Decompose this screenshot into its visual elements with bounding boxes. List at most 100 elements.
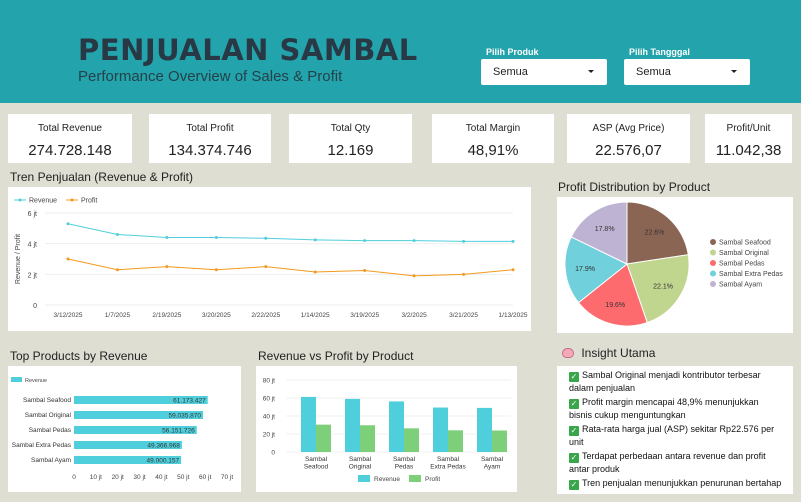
kpi-label: Profit/Unit [726, 123, 771, 134]
caret-down-icon [588, 70, 594, 73]
pie-value-label: 22.6% [645, 230, 665, 237]
product-filter-select[interactable]: Semua [481, 59, 607, 85]
revenue-bar [433, 407, 448, 452]
bar-value-label: 49.366.968 [147, 443, 180, 450]
category-label: Extra Pedas [430, 464, 466, 471]
x-tick-label: 1/14/2025 [301, 312, 330, 319]
x-tick-label: 40 jt [155, 474, 167, 481]
pie-value-label: 19.6% [605, 302, 625, 309]
data-point [412, 274, 416, 278]
revenue-bar [345, 398, 360, 452]
category-label: Sambal Seafood [23, 397, 71, 404]
date-filter-value: Semua [636, 66, 671, 78]
profit-bar [448, 430, 463, 452]
y-tick-label: 60 jt [263, 396, 275, 403]
category-label: Sambal Pedas [29, 427, 72, 434]
insight-panel: ✓ Sambal Original menjadi kontributor ter… [557, 366, 793, 494]
data-point [214, 236, 218, 240]
legend-label: Revenue [29, 198, 57, 205]
revenue-bar [74, 396, 208, 404]
date-filter-label: Pilih Tangggal [629, 47, 690, 57]
kpi-label: Total Qty [330, 123, 371, 134]
check-icon: ✓ [569, 372, 579, 382]
revenue-bar [301, 396, 316, 452]
kpi-label: Total Profit [186, 123, 234, 134]
pie-value-label: 22.1% [653, 283, 673, 290]
insight-title: Insight Utama [581, 346, 656, 360]
kpi-value: 22.576,07 [595, 142, 662, 159]
bar-value-label: 49.000.157 [147, 458, 180, 465]
y-tick-label: 6 jt [28, 211, 37, 218]
data-point [462, 272, 466, 276]
check-icon: ✓ [569, 399, 579, 409]
kpi-value: 134.374.746 [168, 142, 252, 159]
check-icon: ✓ [569, 426, 579, 436]
category-label: Sambal Extra Pedas [12, 442, 72, 449]
category-label: Seafood [304, 464, 329, 471]
category-label: Sambal Ayam [31, 457, 71, 464]
top-products-title: Top Products by Revenue [10, 349, 148, 363]
data-point [363, 239, 367, 243]
top-products-bar-chart: 0 10 jt 20 jt 30 jt 40 jt 50 jt 60 jt 70 jt Reve… [11, 377, 233, 481]
revenue-vs-profit-title: Revenue vs Profit by Product [258, 349, 414, 363]
revenue-bar [74, 456, 182, 464]
y-tick-label: 4 jt [28, 242, 37, 249]
data-point [264, 236, 268, 240]
legend-label: Sambal Original [719, 250, 769, 257]
trend-chart-title: Tren Penjualan (Revenue & Profit) [10, 170, 193, 184]
kpi-card-asp: ASP (Avg Price) 22.576,07 [567, 114, 690, 163]
insight-item: ✓ Tren penjualan menunjukkan penurunan be… [569, 478, 782, 490]
x-tick-label: 3/2/2025 [401, 312, 427, 319]
caret-down-icon [731, 70, 737, 73]
y-tick-label: 40 jt [263, 414, 275, 421]
revenue-bar [389, 401, 404, 452]
series-line-profit [67, 258, 514, 277]
category-label: Sambal [349, 456, 372, 463]
x-tick-label: 50 jt [177, 474, 189, 481]
brain-icon [562, 348, 574, 358]
kpi-value: 274.728.148 [28, 142, 112, 159]
legend-label: Revenue [374, 476, 400, 483]
x-tick-label: 3/21/2025 [449, 312, 478, 319]
insight-item: ✓ Rata-rata harga jual (ASP) sekitar Rp22… [569, 424, 775, 447]
page-subtitle: Performance Overview of Sales & Profit [78, 68, 343, 85]
legend-label: Sambal Extra Pedas [719, 271, 783, 278]
header-banner: PENJUALAN SAMBAL Performance Overview of… [0, 0, 801, 103]
legend-label: Sambal Ayam [719, 282, 762, 289]
bar-value-label: 61.173.427 [173, 398, 206, 405]
x-tick-label: 30 jt [133, 474, 145, 481]
legend-label: Profit [425, 476, 440, 483]
legend-marker [18, 198, 22, 202]
pie-slice [570, 201, 628, 265]
kpi-value: 12.169 [327, 142, 374, 159]
date-filter-select[interactable]: Semua [624, 59, 750, 85]
data-point [313, 270, 317, 274]
kpi-card-total-revenue: Total Revenue 274.728.148 [8, 114, 132, 163]
data-point [511, 239, 515, 243]
page-title: PENJUALAN SAMBAL [78, 33, 418, 67]
x-tick-label: 10 jt [90, 474, 102, 481]
x-tick-label: 0 [72, 474, 76, 481]
kpi-value: 48,91% [467, 142, 519, 159]
data-point [66, 257, 70, 261]
legend-label: Sambal Pedas [719, 261, 765, 268]
pie-chart-panel: 22.6% 22.1% 19.6% 17.9% 17.8% Sambal Seafood S… [557, 197, 793, 333]
profit-pie-chart: 22.6% 22.1% 19.6% 17.9% 17.8% Sambal Seafood S… [564, 201, 783, 327]
legend-swatch [11, 377, 22, 382]
x-tick-label: 3/19/2025 [350, 312, 379, 319]
data-point [511, 268, 515, 272]
category-label: Sambal [437, 456, 460, 463]
insight-item: ✓ Sambal Original menjadi kontributor ter… [569, 370, 761, 393]
y-tick-label: 2 jt [28, 272, 37, 279]
x-tick-label: 1/7/2025 [105, 312, 131, 319]
legend-label: Sambal Seafood [719, 240, 771, 247]
y-axis-label: Revenue / Profit [15, 234, 22, 284]
category-label: Sambal [481, 456, 504, 463]
pie-slice [626, 201, 689, 265]
profit-bar [360, 425, 375, 452]
data-point [313, 238, 317, 242]
revenue-bar [74, 441, 182, 449]
revenue-vs-profit-panel: 0 20 jt 40 jt 60 jt 80 jt Sambal Seafood Sambal… [256, 366, 517, 492]
trend-chart-panel: 0 2 jt 4 jt 6 jt 3/12/2025 1/7/2025 2/19/2025 3… [8, 187, 531, 331]
insight-item: ✓ Terdapat perbedaan antara revenue dan p… [569, 451, 766, 474]
